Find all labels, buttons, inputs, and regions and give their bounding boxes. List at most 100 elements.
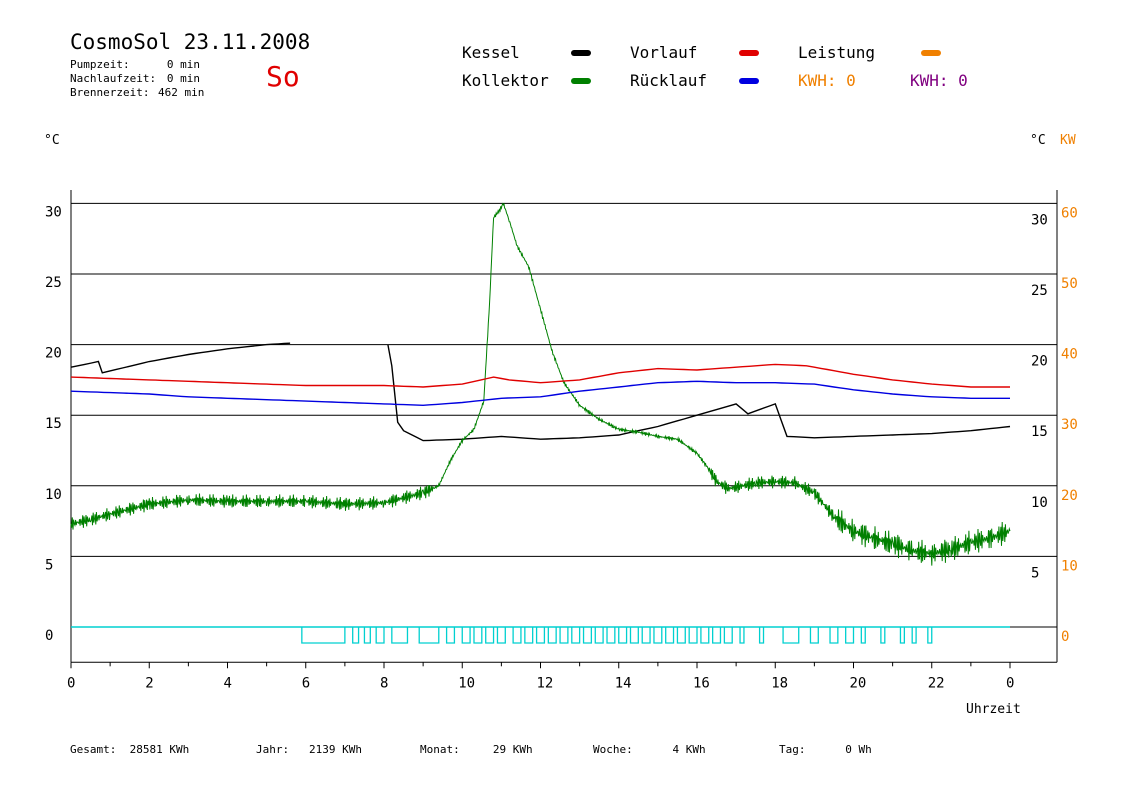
total-monat: Monat: 29 KWh xyxy=(420,743,533,756)
right-axis-unit-celsius: °C xyxy=(1030,133,1046,148)
series-line-kessel xyxy=(70,342,291,374)
pump-pulse xyxy=(758,627,765,644)
stat-label: Brennerzeit: xyxy=(70,86,150,99)
pump-pulse xyxy=(712,627,722,644)
x-tick-label: 18 xyxy=(771,675,788,691)
y-tick-label-kw: 30 xyxy=(1061,417,1078,433)
pump-pulse xyxy=(911,627,917,644)
series-line-kessel xyxy=(387,344,1011,442)
x-tick-label: 14 xyxy=(615,675,632,691)
legend-vorlauf-swatch xyxy=(739,50,759,56)
y-tick-label-right: 10 xyxy=(1031,495,1048,511)
y-tick-label-left: 20 xyxy=(45,346,62,362)
pump-pulse xyxy=(739,627,745,644)
x-tick-label: 6 xyxy=(302,675,310,691)
stat-pumpzeit: Pumpzeit: 0 min xyxy=(70,58,200,71)
pump-pulse xyxy=(845,627,855,644)
chart-title: CosmoSol 23.11.2008 xyxy=(70,30,311,54)
legend-kwh-purple: KWH: 0 xyxy=(910,71,968,90)
legend-ruecklauf-label: Rücklauf xyxy=(630,71,708,90)
total-tag: Tag: 0 Wh xyxy=(779,743,872,756)
y-tick-label-left: 10 xyxy=(45,487,62,503)
weekday-label: So xyxy=(266,60,300,93)
y-tick-label-left: 5 xyxy=(45,557,53,573)
left-axis-unit: °C xyxy=(44,133,60,148)
legend-leistung-label: Leistung xyxy=(798,43,876,62)
pump-pulse xyxy=(512,627,522,644)
pump-pulse xyxy=(618,627,628,644)
stat-value: 0 min xyxy=(166,72,200,85)
pump-pulse xyxy=(445,627,456,644)
legend-kessel-swatch xyxy=(571,50,591,56)
series-line-kollektor xyxy=(70,202,1011,566)
stat-label: Nachlaufzeit: xyxy=(70,72,157,85)
legend-ruecklauf-swatch xyxy=(739,78,759,84)
x-tick-label: 10 xyxy=(458,675,475,691)
pump-pulse xyxy=(782,627,800,644)
pump-pulse xyxy=(363,627,371,644)
pump-pulse xyxy=(418,627,440,644)
y-tick-label-right: 30 xyxy=(1031,212,1048,228)
pump-pulse xyxy=(301,627,346,644)
stat-value: 462 min xyxy=(158,86,205,99)
x-tick-label: 0 xyxy=(67,675,75,691)
pump-pulse xyxy=(688,627,698,644)
pump-pulse xyxy=(352,627,360,644)
pump-pulse xyxy=(606,627,616,644)
y-tick-label-right: 25 xyxy=(1031,283,1048,299)
y-tick-label-left: 30 xyxy=(45,204,62,220)
x-tick-label: 0 xyxy=(1006,675,1014,691)
pump-pulse xyxy=(629,627,639,644)
pump-pulse xyxy=(473,627,483,644)
pump-pulse xyxy=(880,627,886,644)
legend-kollektor-swatch xyxy=(571,78,591,84)
pump-pulse xyxy=(676,627,686,644)
pump-pulse xyxy=(496,627,506,644)
y-tick-label-left: 15 xyxy=(45,416,62,432)
right-axis-unit-kw: KW xyxy=(1060,133,1076,148)
legend-kessel-label: Kessel xyxy=(462,43,520,62)
y-tick-label-kw: 0 xyxy=(1061,629,1069,645)
pump-pulse xyxy=(535,627,546,644)
pump-pulse xyxy=(809,627,819,644)
x-tick-label: 16 xyxy=(693,675,710,691)
legend-kwh-orange: KWH: 0 xyxy=(798,71,856,90)
x-tick-label: 8 xyxy=(380,675,388,691)
pump-pulse xyxy=(927,627,933,644)
series-line-vorlauf xyxy=(70,363,1010,388)
y-tick-label-right: 5 xyxy=(1031,565,1039,581)
y-tick-label-kw: 50 xyxy=(1061,276,1078,292)
total-woche: Woche: 4 KWh xyxy=(593,743,706,756)
pump-pulse xyxy=(653,627,663,644)
legend-vorlauf-label: Vorlauf xyxy=(630,43,698,62)
total-gesamt: Gesamt: 28581 KWh xyxy=(70,743,190,756)
stat-brennerzeit: Brennerzeit: 462 min xyxy=(70,86,205,99)
x-tick-label: 22 xyxy=(928,675,945,691)
pump-pulse xyxy=(829,627,839,644)
pump-pulse xyxy=(582,627,593,644)
pump-pulse xyxy=(594,627,604,644)
pump-pulse xyxy=(723,627,733,644)
stat-value: 0 min xyxy=(166,58,200,71)
y-tick-label-left: 0 xyxy=(45,628,53,644)
pump-pulse xyxy=(899,627,906,644)
y-tick-label-kw: 60 xyxy=(1061,205,1078,221)
y-tick-label-right: 20 xyxy=(1031,354,1048,370)
pump-pulse xyxy=(641,627,651,644)
legend-leistung-swatch xyxy=(921,50,941,56)
series-line-ruecklauf xyxy=(70,380,1010,407)
pump-pulse xyxy=(524,627,534,644)
x-tick-label: 4 xyxy=(224,675,232,691)
pump-pulse xyxy=(700,627,710,644)
total-jahr: Jahr: 2139 KWh xyxy=(256,743,362,756)
pump-pulse xyxy=(461,627,471,644)
pump-pulse xyxy=(860,627,866,644)
y-tick-label-kw: 20 xyxy=(1061,488,1078,504)
stat-label: Pumpzeit: xyxy=(70,58,130,71)
y-tick-label-kw: 40 xyxy=(1061,347,1078,363)
y-tick-label-kw: 10 xyxy=(1061,558,1078,574)
pump-pulse xyxy=(559,627,569,644)
pump-pulse xyxy=(391,627,409,644)
pump-pulse xyxy=(665,627,675,644)
